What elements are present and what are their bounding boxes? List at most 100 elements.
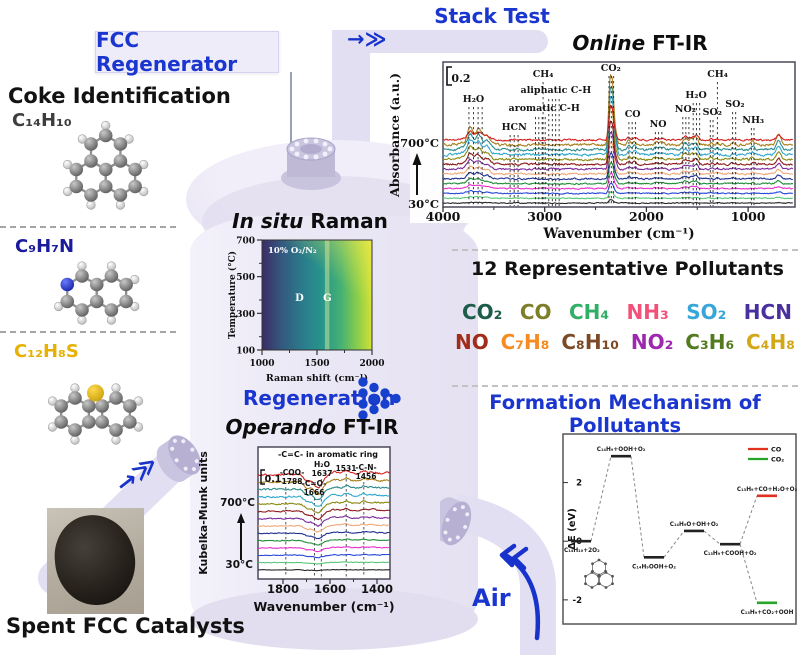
insitu-raman-title: In situ Raman	[225, 209, 395, 233]
pollutant-7: NO	[455, 330, 489, 354]
regeneration-dots	[358, 377, 401, 420]
svg-text:-C=C- in aromatic ring: -C=C- in aromatic ring	[278, 450, 378, 459]
regenerator-connector-line	[290, 72, 292, 156]
svg-text:C₁₄H₁₀+2O₂: C₁₄H₁₀+2O₂	[564, 548, 600, 554]
operando-ftir-title: Operando FT-IR	[222, 415, 402, 439]
svg-text:aromatic C-H: aromatic C-H	[509, 103, 580, 114]
svg-text:C₁₃H₉+CO₂+OOH: C₁₃H₉+CO₂+OOH	[741, 610, 794, 616]
fcc-regenerator-box: FCC Regenerator	[95, 28, 279, 76]
svg-text:700°C: 700°C	[400, 136, 439, 150]
svg-text:2: 2	[576, 479, 582, 489]
svg-text:1500: 1500	[304, 359, 329, 369]
divider	[0, 226, 176, 228]
pollutant-10: NO₂	[630, 330, 674, 354]
pollutant-4: NH₃	[626, 300, 669, 324]
svg-text:-C-N-: -C-N-	[355, 463, 376, 472]
svg-text:SO₂: SO₂	[725, 99, 744, 110]
svg-text:CH₄: CH₄	[533, 69, 554, 80]
svg-text:Kubelka-Munk units: Kubelka-Munk units	[197, 451, 210, 575]
svg-text:1400: 1400	[361, 582, 393, 596]
operando-ftir-chart: -C=C- in aromatic ring -COO-1788 -C=O-1666…	[197, 446, 395, 614]
stack-test-label: Stack Test	[434, 4, 550, 28]
svg-text:NH₃: NH₃	[742, 115, 764, 126]
air-arrow-icon	[499, 543, 541, 641]
online-ftir-title: Online FT-IR	[540, 31, 740, 55]
svg-text:C₁₄H₉O+OH+O₂: C₁₄H₉O+OH+O₂	[670, 522, 719, 528]
svg-text:C₁₄H₉+OOH+O₂: C₁₄H₉+OOH+O₂	[597, 447, 646, 453]
online-title-italic: Online	[572, 31, 646, 55]
svg-text:-2: -2	[573, 596, 583, 606]
svg-text:Temperature (°C): Temperature (°C)	[227, 251, 238, 339]
spent-catalysts-label: Spent FCC Catalysts	[6, 614, 245, 638]
svg-text:C₁₃H₉+CO+H₂O+O₂: C₁₃H₉+CO+H₂O+O₂	[737, 487, 798, 493]
svg-text:300: 300	[236, 310, 255, 320]
svg-text:ΔE (eV): ΔE (eV)	[567, 508, 578, 550]
flow-arrow-icon: →≫	[347, 27, 387, 51]
pollutants-row-2: NO C₇H₈ C₈H₁₀ NO₂ C₃H₆ C₄H₈	[455, 330, 795, 354]
spent-catalyst-photo	[47, 508, 144, 614]
svg-text:30°C: 30°C	[225, 559, 253, 571]
svg-text:CO₂: CO₂	[771, 456, 784, 464]
divider	[452, 249, 798, 251]
pollutant-2: CO	[519, 300, 552, 324]
svg-text:30°C: 30°C	[408, 197, 439, 211]
divider	[452, 385, 798, 387]
pollutant-5: SO₂	[686, 300, 727, 324]
pollutant-1: CO₂	[462, 300, 503, 324]
svg-text:Wavenumber (cm⁻¹): Wavenumber (cm⁻¹)	[542, 226, 694, 242]
svg-text:1600: 1600	[314, 582, 346, 596]
pollutant-6: HCN	[743, 300, 792, 324]
svg-text:4000: 4000	[426, 209, 461, 224]
svg-text:0.1: 0.1	[265, 474, 282, 485]
svg-text:NO₂: NO₂	[675, 104, 696, 115]
operando-title-rest: FT-IR	[336, 415, 399, 439]
svg-text:HCN: HCN	[502, 122, 528, 133]
svg-text:CO: CO	[771, 446, 782, 454]
insitu-title-italic: In situ	[232, 209, 304, 233]
svg-text:Absorbance (a.u.): Absorbance (a.u.)	[387, 73, 402, 198]
svg-text:-COO-: -COO-	[280, 468, 305, 477]
svg-text:100: 100	[236, 347, 255, 357]
svg-text:500: 500	[236, 273, 255, 283]
svg-text:H₂O: H₂O	[463, 94, 484, 105]
svg-text:1637: 1637	[312, 469, 333, 478]
svg-text:2000: 2000	[359, 359, 384, 369]
svg-text:10% O₂/N₂: 10% O₂/N₂	[268, 246, 317, 256]
svg-text:aliphatic C-H: aliphatic C-H	[521, 85, 592, 96]
pollutant-11: C₃H₆	[685, 330, 735, 354]
svg-text:C₁₃H₉+COOH+O₂: C₁₃H₉+COOH+O₂	[704, 551, 757, 557]
operando-title-italic: Operando	[225, 415, 337, 439]
svg-text:1000: 1000	[249, 359, 274, 369]
svg-text:H₂O: H₂O	[685, 90, 706, 101]
online-title-rest: FT-IR	[645, 31, 708, 55]
svg-text:CO: CO	[625, 109, 641, 120]
insitu-title-rest: Raman	[303, 209, 388, 233]
svg-text:-C=O-: -C=O-	[302, 479, 327, 488]
svg-text:Raman shift (cm⁻¹): Raman shift (cm⁻¹)	[266, 373, 368, 384]
coke-identification-title: Coke Identification	[8, 84, 231, 108]
svg-text:CH₄: CH₄	[707, 69, 728, 80]
top-flange	[281, 137, 341, 190]
svg-text:Wavenumber (cm⁻¹): Wavenumber (cm⁻¹)	[253, 599, 394, 614]
svg-text:700: 700	[236, 237, 255, 247]
svg-text:1531: 1531	[336, 464, 357, 473]
svg-text:0.2: 0.2	[451, 72, 470, 85]
pollutant-9: C₈H₁₀	[561, 330, 620, 354]
pollutants-row-1: CO₂ CO CH₄ NH₃ SO₂ HCN	[462, 300, 792, 324]
phenanthrene-molecule	[63, 120, 149, 210]
svg-text:1788: 1788	[282, 477, 303, 486]
svg-text:G: G	[323, 293, 332, 304]
catalyst-powder	[51, 511, 139, 609]
svg-text:2000: 2000	[629, 209, 664, 224]
svg-text:D: D	[295, 293, 304, 304]
air-pipe	[440, 494, 556, 655]
formula-c14h10: C₁₄H₁₀	[12, 110, 72, 131]
stack-pipe-horizontal	[332, 30, 548, 53]
pollutant-3: CH₄	[568, 300, 610, 324]
svg-text:1800: 1800	[267, 582, 299, 596]
dibenzothiophene-molecule	[47, 383, 144, 445]
svg-text:H₂O: H₂O	[314, 460, 330, 469]
svg-text:3000: 3000	[527, 209, 562, 224]
svg-text:NO: NO	[650, 119, 667, 130]
